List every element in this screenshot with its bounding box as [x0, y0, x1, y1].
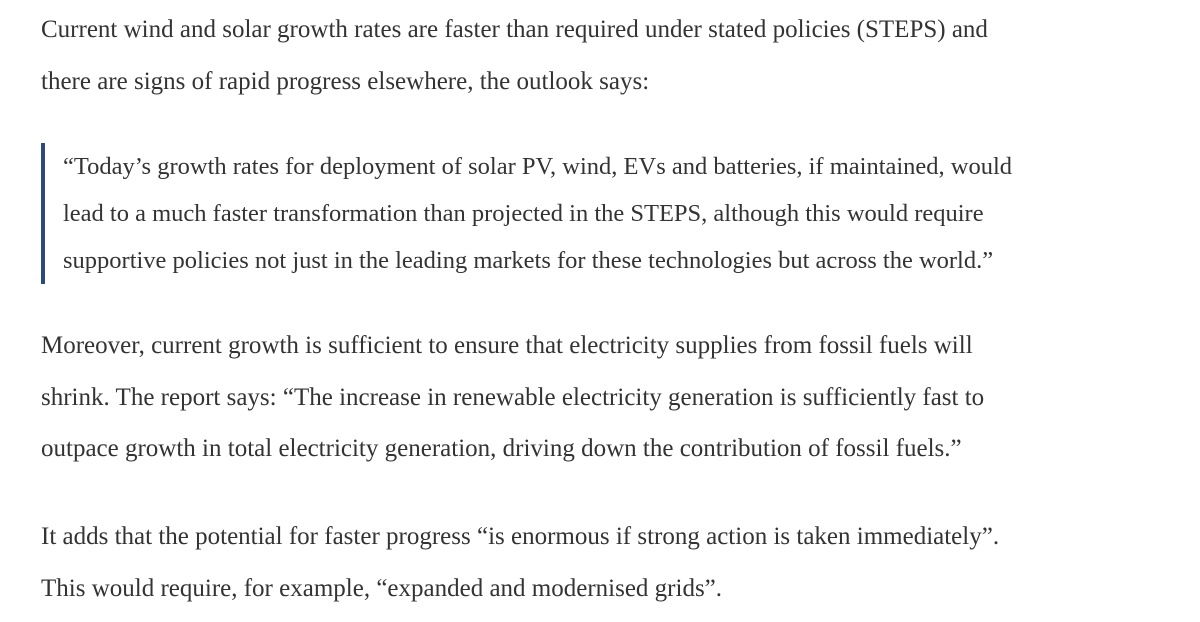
blockquote: “Today’s growth rates for deployment of … [41, 143, 1012, 284]
text-line: Moreover, current growth is sufficient t… [41, 332, 973, 359]
text-line: supportive policies not just in the lead… [63, 247, 994, 274]
text-line: outpace growth in total electricity gene… [41, 435, 962, 462]
text-line: This would require, for example, “expand… [41, 574, 723, 602]
text-line: shrink. The report says: “The increase i… [41, 383, 985, 411]
text-line: there are signs of rapid progress elsewh… [41, 67, 650, 95]
text-line: It adds that the potential for faster pr… [41, 523, 1000, 550]
text-line: lead to a much faster transformation tha… [63, 200, 984, 227]
text-line: Current wind and solar growth rates are … [41, 16, 988, 43]
paragraph: It adds that the potential for faster pr… [41, 511, 999, 614]
paragraph: Current wind and solar growth rates are … [41, 4, 988, 107]
paragraph: Moreover, current growth is sufficient t… [41, 320, 984, 475]
text-line: “Today’s growth rates for deployment of … [63, 153, 1013, 180]
